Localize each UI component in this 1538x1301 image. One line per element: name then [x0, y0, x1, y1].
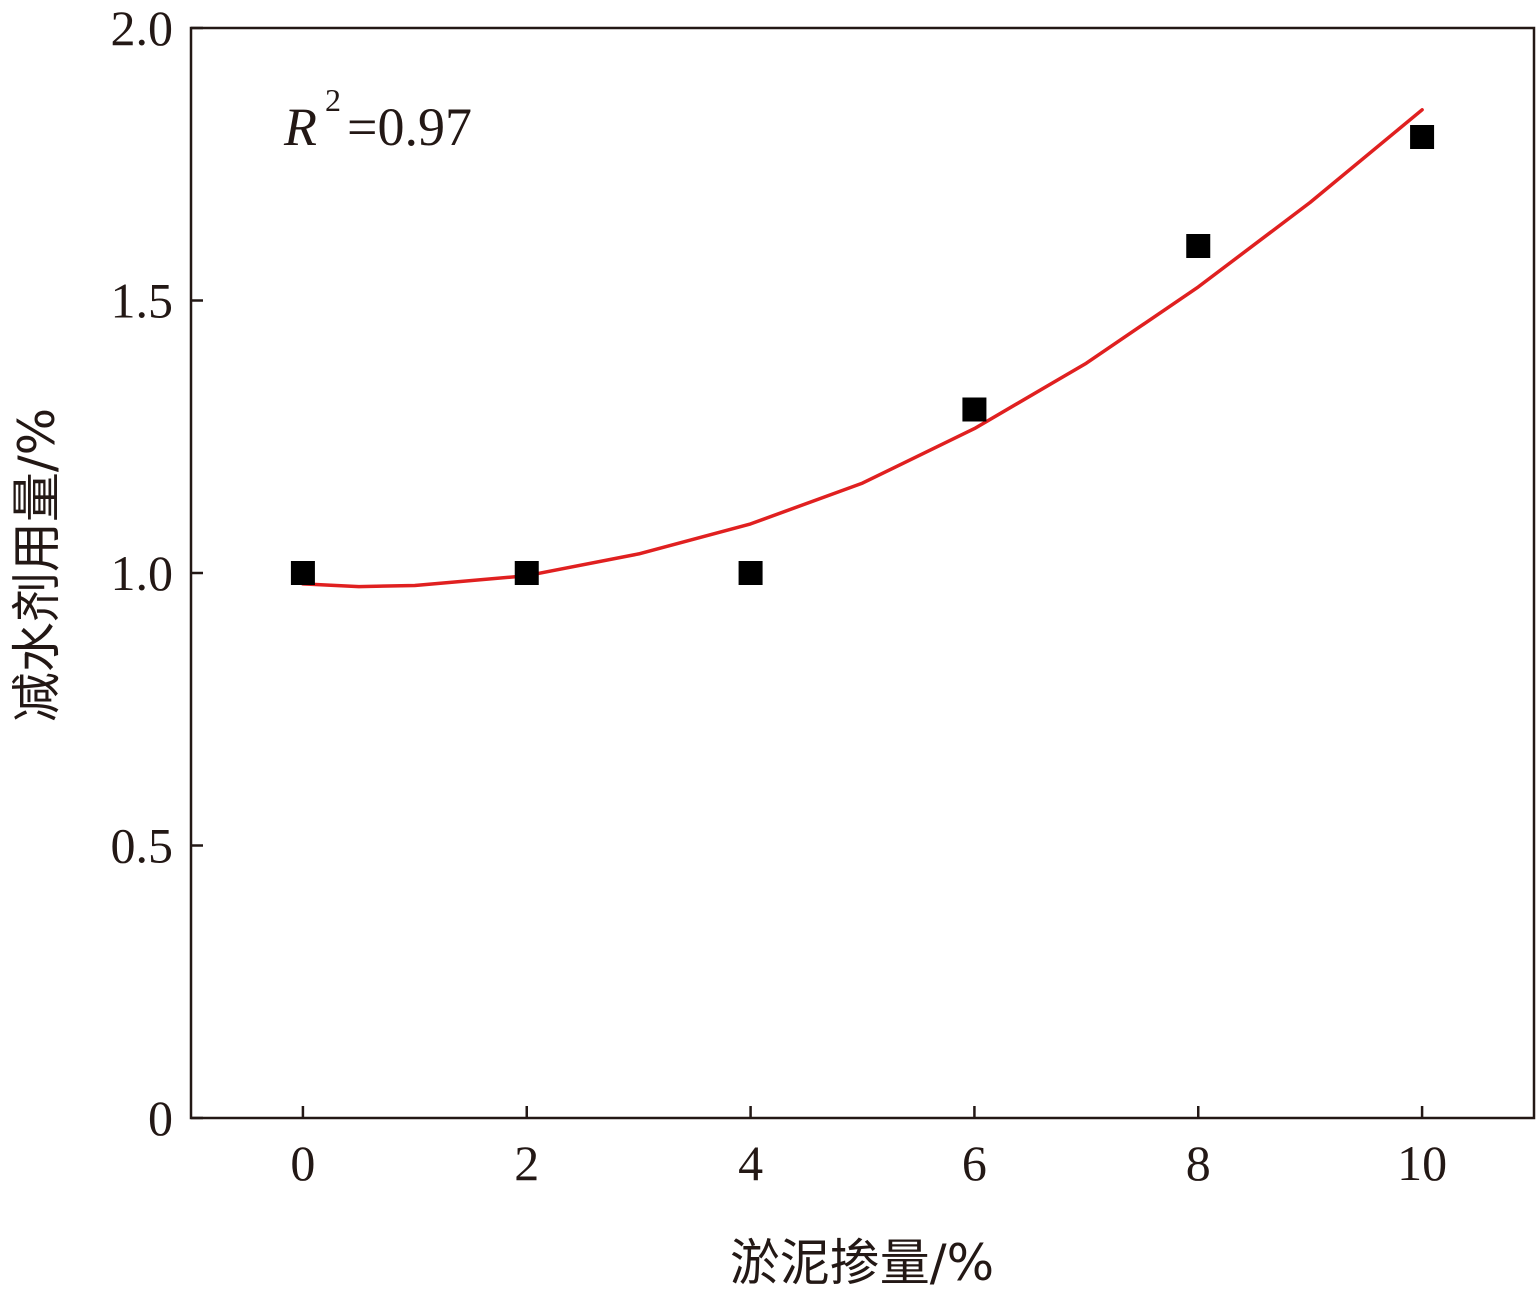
r-squared-annotation: R 2 =0.97: [283, 82, 472, 157]
x-tick-label: 8: [1186, 1135, 1211, 1191]
x-tick-label: 4: [738, 1135, 763, 1191]
x-axis-ticks: 0 2 4 6 8 10: [290, 1106, 1447, 1191]
r-value: =0.97: [347, 97, 472, 157]
data-points: [290, 125, 1435, 585]
r-exponent: 2: [325, 82, 341, 118]
x-tick-label: 2: [514, 1135, 539, 1191]
fit-curve-layer: [301, 108, 1424, 589]
plot-frame: [189, 26, 1536, 1120]
y-axis-ticks: 0 0.5 1.0 1.5 2.0: [111, 0, 203, 1146]
y-tick-label: 1.0: [111, 545, 174, 601]
data-point: [290, 561, 315, 585]
x-tick-label: 0: [290, 1135, 315, 1191]
x-tick-label: 6: [962, 1135, 987, 1191]
data-point: [1410, 125, 1435, 149]
fit-curve: [301, 108, 1424, 589]
data-point: [1186, 234, 1211, 258]
x-tick-label: 10: [1397, 1135, 1447, 1191]
data-point: [514, 561, 539, 585]
y-tick-label: 1.5: [111, 273, 174, 329]
x-axis-title: 淤泥掺量/%: [730, 1234, 994, 1292]
y-tick-label: 2.0: [111, 0, 174, 56]
y-tick-label: 0.5: [111, 818, 174, 874]
y-tick-label: 0: [148, 1090, 173, 1146]
y-axis-title: 减水剂用量/%: [8, 408, 66, 722]
data-point: [962, 397, 987, 422]
r-symbol: R: [283, 97, 317, 157]
data-point: [738, 561, 763, 585]
